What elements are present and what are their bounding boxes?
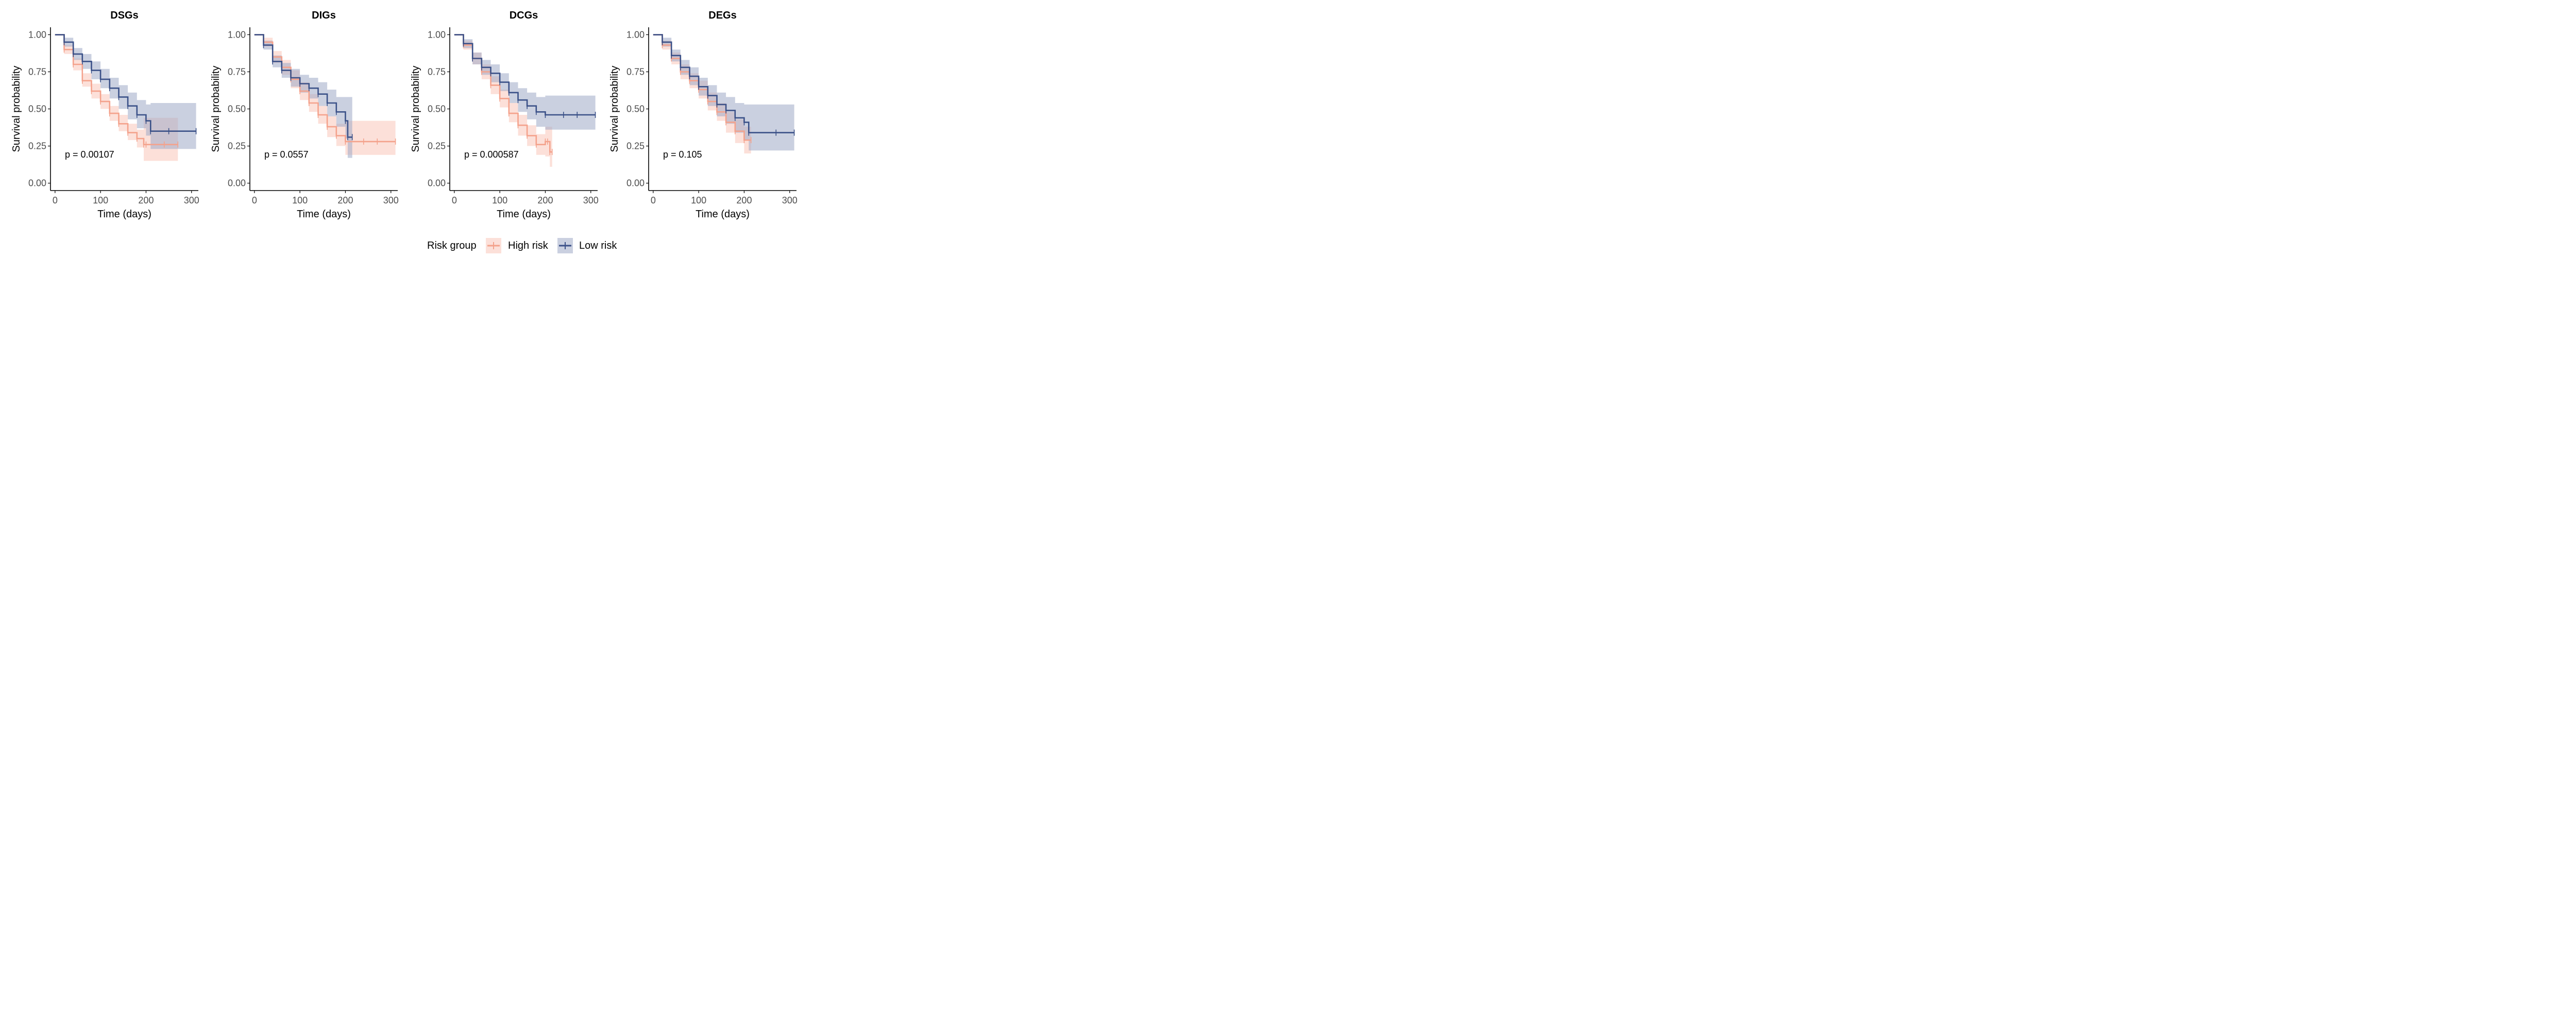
y-tick-label: 0.00 (28, 178, 46, 188)
panel-dsgs: DSGs 0.00 0.25 0.50 0.75 1.00 0 100 200 300 Time (… (11, 10, 199, 220)
x-tick-label: 100 (492, 195, 507, 205)
y-tick-label: 0.50 (228, 104, 246, 114)
panels: DSGs 0.00 0.25 0.50 0.75 1.00 0 100 200 300 Time (… (11, 10, 798, 220)
x-tick-label: 0 (53, 195, 58, 205)
x-tick-label: 300 (583, 195, 599, 205)
x-tick-label: 100 (93, 195, 108, 205)
confidence-band-low-risk (653, 35, 794, 151)
y-tick-label: 0.75 (428, 66, 446, 77)
x-tick-label: 0 (252, 195, 257, 205)
p-value-annotation: p = 0.000587 (464, 149, 519, 160)
y-tick-label: 0.50 (428, 104, 446, 114)
p-value-annotation: p = 0.105 (663, 149, 702, 160)
x-axis-title: Time (days) (696, 209, 750, 220)
p-value-annotation: p = 0.00107 (65, 149, 114, 160)
y-tick-label: 0.00 (428, 178, 446, 188)
y-tick-label: 0.25 (228, 141, 246, 151)
y-axis-title: Survival probability (609, 66, 620, 152)
confidence-band-low-risk (254, 35, 352, 158)
x-tick-label: 200 (736, 195, 752, 205)
panel-title: DEGs (708, 10, 736, 21)
y-tick-label: 1.00 (228, 29, 246, 40)
x-axis-title: Time (days) (497, 209, 551, 220)
survival-figure: DSGs 0.00 0.25 0.50 0.75 1.00 0 100 200 300 Time (… (11, 10, 798, 253)
legend-label-high-risk: High risk (508, 240, 549, 251)
confidence-band-low-risk (454, 35, 596, 130)
x-axis-title: Time (days) (297, 209, 351, 220)
confidence-band-low-risk (55, 35, 196, 149)
y-tick-label: 0.75 (228, 66, 246, 77)
x-tick-label: 100 (292, 195, 308, 205)
panel-dcgs: DCGs 0.00 0.25 0.50 0.75 1.00 0 100 200 300 Time (… (410, 10, 599, 220)
y-axis-title: Survival probability (11, 66, 22, 152)
y-tick-label: 0.00 (228, 178, 246, 188)
y-axis-title: Survival probability (210, 66, 222, 152)
y-tick-label: 0.50 (28, 104, 46, 114)
panel-title: DCGs (510, 10, 538, 21)
x-axis-title: Time (days) (97, 209, 151, 220)
panel-degs: DEGs 0.00 0.25 0.50 0.75 1.00 0 100 200 300 Time (… (609, 10, 798, 220)
y-tick-label: 0.75 (28, 66, 46, 77)
panel-title: DIGs (312, 10, 336, 21)
y-tick-label: 0.25 (428, 141, 446, 151)
panel-digs: DIGs 0.00 0.25 0.50 0.75 1.00 0 100 200 300 Time (… (210, 10, 399, 220)
x-tick-label: 200 (337, 195, 353, 205)
y-tick-label: 1.00 (28, 29, 46, 40)
legend-title: Risk group (427, 240, 477, 251)
x-tick-label: 200 (138, 195, 154, 205)
y-tick-label: 1.00 (428, 29, 446, 40)
y-tick-label: 0.25 (28, 141, 46, 151)
legend: Risk group High risk Low risk (427, 238, 617, 253)
p-value-annotation: p = 0.0557 (264, 149, 309, 160)
x-tick-label: 0 (651, 195, 656, 205)
x-tick-label: 200 (537, 195, 553, 205)
x-tick-label: 300 (184, 195, 199, 205)
x-tick-label: 300 (383, 195, 399, 205)
y-tick-label: 0.75 (626, 66, 645, 77)
x-tick-label: 100 (691, 195, 706, 205)
y-tick-label: 1.00 (626, 29, 645, 40)
y-axis-title: Survival probability (410, 66, 421, 152)
y-tick-label: 0.50 (626, 104, 645, 114)
y-tick-label: 0.25 (626, 141, 645, 151)
y-tick-label: 0.00 (626, 178, 645, 188)
x-tick-label: 300 (782, 195, 798, 205)
x-tick-label: 0 (452, 195, 457, 205)
panel-title: DSGs (110, 10, 138, 21)
legend-label-low-risk: Low risk (579, 240, 617, 251)
